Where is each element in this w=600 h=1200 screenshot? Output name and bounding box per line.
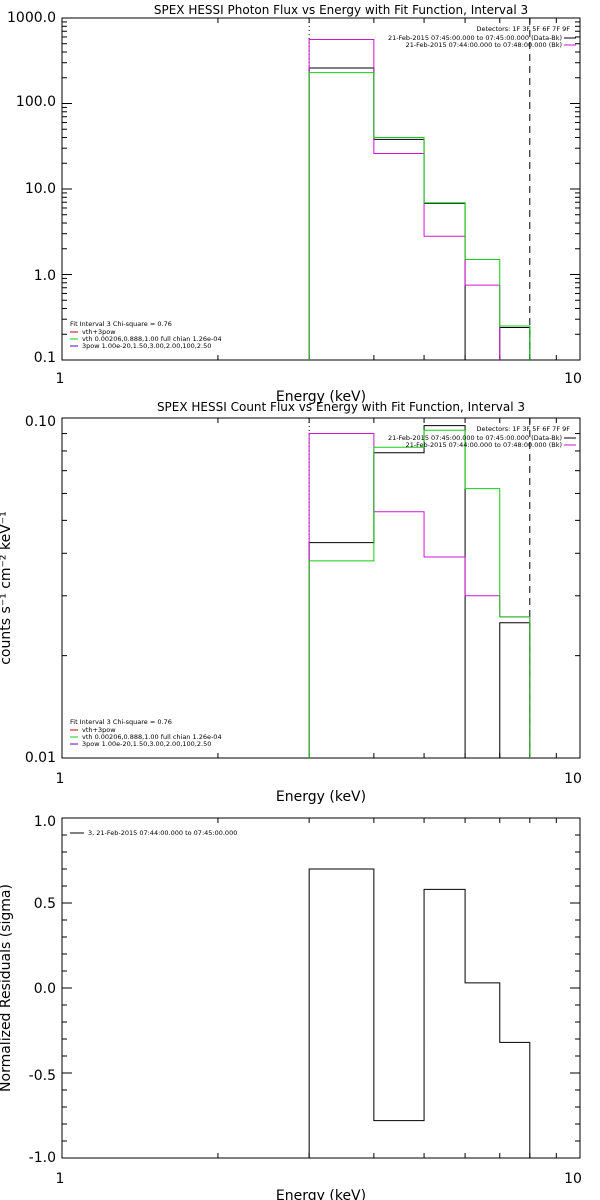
- plot-frame: [61, 17, 581, 361]
- y-tick-label: -1.0: [29, 1150, 56, 1166]
- legend-entry: vth 0.00206,0.888,1.00 full chian 1.26e-…: [82, 733, 222, 741]
- y-axis-label: Normalized Residuals (sigma): [0, 884, 14, 1092]
- y-tick-label: 100.0: [16, 94, 56, 110]
- x-tick-label: 10: [564, 1171, 582, 1187]
- x-axis-label: Energy (keV): [276, 1188, 366, 1200]
- legend-entry: 3, 21-Feb-2015 07:44:00.000 to 07:45:00.…: [88, 829, 237, 837]
- legend-entry: vth+3pow: [82, 328, 116, 336]
- x-tick-label: 1: [56, 371, 65, 387]
- legend-entry: 21-Feb-2015 07:44:00.000 to 07:48:00.000…: [406, 41, 562, 49]
- legend-entry: 3pow 1.00e-20,1.50,3.00,2.00,100,2.50: [82, 342, 211, 350]
- series-line-black: [308, 67, 531, 360]
- x-tick-label: 10: [564, 371, 582, 387]
- y-tick-label: 1000.0: [7, 10, 56, 26]
- chart-panel-3: 1 10 1.0 0.5 0.0 -0.5 -1.0 Energy (keV) Normaliz…: [0, 814, 582, 1200]
- chart-panel-1: 1 10 1000.0 100.0 10.0 1.0 0.1 SPEX HESSI Photo…: [7, 3, 582, 405]
- series-line-green: [308, 72, 531, 360]
- y-tick-label: 0.5: [34, 896, 56, 912]
- x-tick-label: 1: [56, 1171, 65, 1187]
- plot-frame: [61, 417, 581, 759]
- y-tick-label: 1.0: [34, 814, 56, 830]
- y-tick-label: 0.0: [34, 981, 56, 997]
- series-line-black: [308, 425, 531, 758]
- chart-panel-2: 1 10 0.10 0.01 SPEX HESSI Count Flux vs Ener…: [0, 400, 582, 805]
- y-tick-label: 0.10: [25, 414, 56, 430]
- y-tick-label: 0.1: [34, 350, 56, 366]
- y-tick-label: 0.01: [25, 750, 56, 766]
- legend-entry: 3pow 1.00e-20,1.50,3.00,2.00,100,2.50: [82, 740, 211, 748]
- series-line-magenta: [308, 39, 501, 360]
- x-axis-label: Energy (keV): [276, 389, 366, 405]
- y-tick-label: -0.5: [29, 1068, 56, 1084]
- series-line-magenta: [308, 433, 531, 758]
- legend-entry: vth 0.00206,0.888,1.00 full chian 1.26e-…: [82, 335, 222, 343]
- legend-entry: 21-Feb-2015 07:45:00.000 to 07:45:00.000…: [388, 34, 562, 42]
- legend-entry: 21-Feb-2015 07:45:00.000 to 07:45:00.000…: [388, 434, 562, 442]
- y-axis-label: counts s⁻¹ cm⁻² keV⁻¹: [0, 511, 14, 665]
- chart-title: SPEX HESSI Count Flux vs Energy with Fit…: [157, 400, 525, 414]
- x-tick-label: 1: [56, 771, 65, 787]
- x-tick-label: 10: [564, 771, 582, 787]
- fit-summary: Fit Interval 3 Chi-square = 0.76: [70, 320, 172, 328]
- x-axis-label: Energy (keV): [276, 789, 366, 805]
- chart-title: SPEX HESSI Photon Flux vs Energy with Fi…: [154, 3, 528, 17]
- fit-summary: Fit Interval 3 Chi-square = 0.76: [70, 718, 172, 726]
- y-tick-label: 1.0: [34, 268, 56, 284]
- legend-entry: 21-Feb-2015 07:44:00.000 to 07:48:00.000…: [406, 441, 562, 449]
- detectors-label: Detectors: 1F 3F 5F 6F 7F 9F: [476, 425, 570, 433]
- series-line-black: [308, 868, 531, 1158]
- legend-entry: vth+3pow: [82, 726, 116, 734]
- detectors-label: Detectors: 1F 3F 5F 6F 7F 9F: [476, 25, 570, 33]
- series-line-green: [308, 429, 531, 758]
- y-tick-label: 10.0: [25, 181, 56, 197]
